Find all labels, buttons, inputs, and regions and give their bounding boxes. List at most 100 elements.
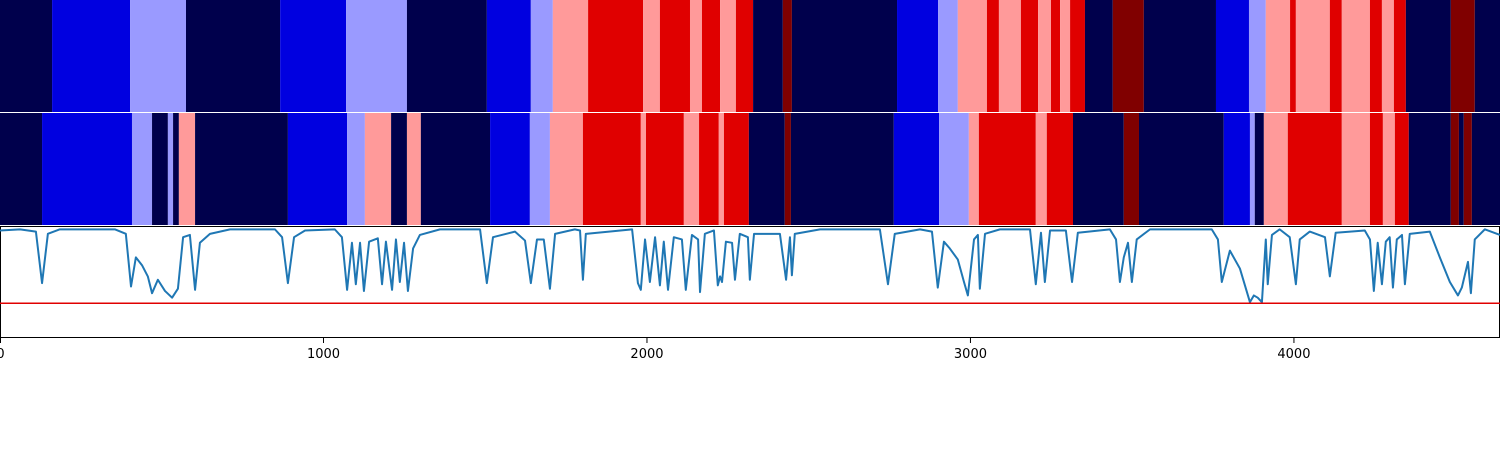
heat-cell: [968, 113, 979, 225]
heat-cell: [1290, 0, 1296, 112]
heat-cell: [782, 0, 792, 112]
heat-cell: [1123, 113, 1139, 225]
heat-cell: [420, 113, 491, 225]
heat-cell: [957, 0, 987, 112]
heat-cell: [173, 113, 179, 225]
heat-cell: [645, 113, 684, 225]
heat-cell: [1369, 0, 1382, 112]
heat-cell: [1393, 0, 1406, 112]
heat-cell: [178, 113, 196, 225]
heat-cell: [131, 113, 153, 225]
heat-cell: [897, 0, 939, 112]
heat-cell: [0, 113, 43, 225]
heat-cell: [790, 113, 894, 225]
heat-cell: [152, 113, 168, 225]
heat-cell: [391, 113, 407, 225]
heat-cell: [186, 0, 281, 112]
heat-cell: [689, 0, 702, 112]
heat-cell: [1450, 0, 1475, 112]
heat-cell: [893, 113, 940, 225]
heat-cell: [1051, 0, 1061, 112]
heat-cell: [364, 113, 392, 225]
x-tick-label: 2000: [630, 347, 663, 362]
heat-cell: [978, 113, 1036, 225]
heat-cell: [1254, 113, 1264, 225]
heat-cell: [723, 113, 749, 225]
heat-cell: [640, 113, 646, 225]
heat-cell: [167, 113, 174, 225]
heat-cell: [1287, 113, 1342, 225]
heat-cell: [1215, 0, 1249, 112]
heat-cell: [718, 113, 724, 225]
heat-cell: [1138, 113, 1224, 225]
heat-cell: [1458, 113, 1464, 225]
heat-cell: [1112, 0, 1144, 112]
heat-cell: [998, 0, 1021, 112]
heat-cell: [986, 0, 999, 112]
heat-cell: [52, 0, 131, 112]
data-line: [0, 228, 1500, 304]
heat-cell: [346, 0, 407, 112]
heat-cell: [1263, 113, 1288, 225]
heat-cell: [683, 113, 700, 225]
heat-cell: [552, 0, 589, 112]
heat-cell: [529, 113, 550, 225]
heat-cell: [699, 113, 719, 225]
heat-cell: [280, 0, 347, 112]
heat-cell: [1046, 113, 1073, 225]
heat-cell: [1369, 113, 1383, 225]
heat-cell: [720, 0, 736, 112]
heat-cell: [1020, 0, 1039, 112]
heat-cell: [1070, 0, 1085, 112]
heat-cell: [1329, 0, 1342, 112]
heat-cell: [938, 0, 958, 112]
heat-cell: [784, 113, 791, 225]
heat-cell: [1060, 0, 1071, 112]
heat-cell: [287, 113, 348, 225]
heat-cell: [1463, 113, 1472, 225]
heat-cell: [1223, 113, 1250, 225]
heat-cell: [1295, 0, 1330, 112]
heat-cell: [195, 113, 288, 225]
heat-cell: [406, 0, 487, 112]
heat-cell: [1248, 0, 1266, 112]
heat-cell: [701, 0, 721, 112]
heat-cell: [735, 0, 754, 112]
x-tick-label: 4000: [1277, 347, 1310, 362]
heat-cell: [791, 0, 898, 112]
heat-cell: [1471, 113, 1500, 225]
heat-cell: [0, 0, 53, 112]
heat-cell: [1405, 0, 1451, 112]
heat-cell: [1408, 113, 1451, 225]
heat-cell: [1450, 113, 1459, 225]
x-tick-label: 0: [0, 347, 5, 362]
heat-cell: [130, 0, 187, 112]
plot-frame: [0, 226, 1500, 338]
heat-cell: [582, 113, 641, 225]
heat-cell: [42, 113, 132, 225]
heat-cell: [588, 0, 644, 112]
heat-cell: [748, 113, 785, 225]
heat-cell: [1038, 0, 1052, 112]
heat-cell: [1249, 113, 1255, 225]
heat-cell: [406, 113, 421, 225]
heat-cell: [1381, 0, 1394, 112]
heat-cell: [1474, 0, 1500, 112]
heat-cell: [1035, 113, 1047, 225]
x-tick-label: 1000: [307, 347, 340, 362]
heat-cell: [659, 0, 690, 112]
x-tick-label: 3000: [954, 347, 987, 362]
heat-cell: [753, 0, 783, 112]
heat-cell: [1382, 113, 1395, 225]
heat-cell: [490, 113, 530, 225]
heat-cell: [939, 113, 969, 225]
heat-cell: [1341, 113, 1370, 225]
heat-cell: [643, 0, 660, 112]
heat-cell: [549, 113, 583, 225]
heat-cell: [486, 0, 531, 112]
heat-cell: [1394, 113, 1409, 225]
heat-cell: [1143, 0, 1216, 112]
heat-cell: [347, 113, 365, 225]
